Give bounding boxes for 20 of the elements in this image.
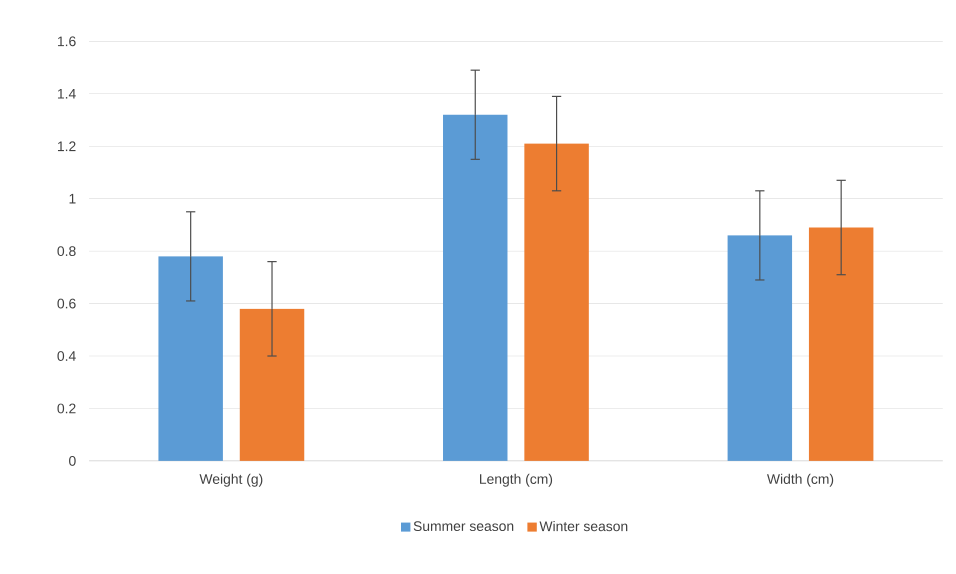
bar <box>808 228 874 461</box>
legend-label: Summer season <box>414 521 514 532</box>
bar <box>728 235 792 461</box>
bar <box>443 114 508 461</box>
y-tick-label: 1.4 <box>58 89 76 99</box>
y-tick-label: 1.2 <box>58 141 76 152</box>
x-tick-label: Length (cm) <box>480 474 552 487</box>
y-tick-label: 1.6 <box>58 36 76 46</box>
y-tick-label: 0.2 <box>57 404 76 414</box>
x-tick-label: Weight (g) <box>200 474 262 487</box>
x-tick-label: Width (cm) <box>767 474 834 487</box>
bar <box>240 308 304 461</box>
y-tick-label: 1 <box>70 194 76 204</box>
legend-label: Winter season <box>540 521 628 532</box>
bar <box>158 256 223 461</box>
y-tick-label: 0.8 <box>57 246 76 256</box>
y-tick-label: 0 <box>69 456 76 466</box>
y-tick-label: 0.6 <box>57 298 76 308</box>
bar <box>524 144 589 461</box>
y-tick-label: 0.4 <box>57 351 76 361</box>
